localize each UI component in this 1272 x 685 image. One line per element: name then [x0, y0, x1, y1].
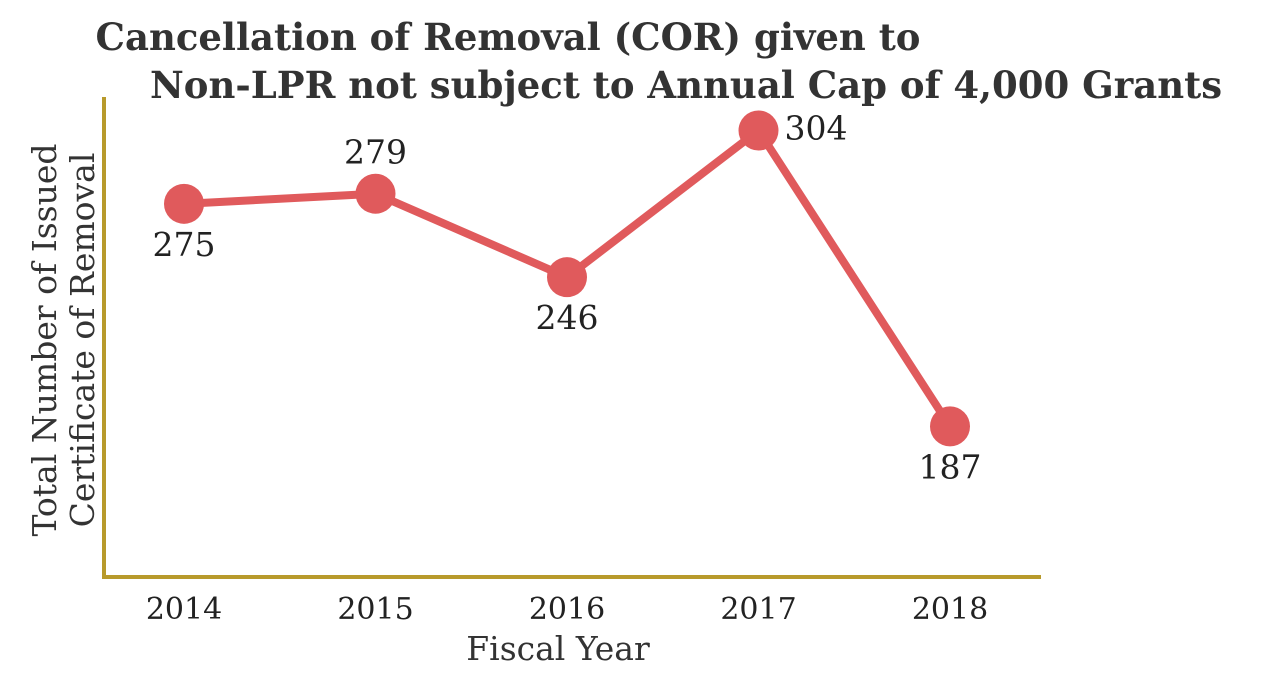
data-point-2017	[738, 110, 779, 151]
x-tick-label-2014: 2014	[146, 592, 222, 627]
chart-title-line-2: Non-LPR not subject to Annual Cap of 4,0…	[150, 63, 1222, 107]
x-tick-label-2018: 2018	[912, 592, 988, 627]
x-tick-label-2015: 2015	[337, 592, 413, 627]
y-axis-title-line-1: Total Number of Issued	[25, 143, 64, 536]
data-labels: 275 279 246 304 187	[153, 108, 982, 486]
data-label-2016: 246	[536, 298, 599, 337]
data-point-2015	[355, 173, 396, 214]
y-axis-title-line-2: Certificate of Removal	[63, 153, 102, 528]
data-point-2014	[164, 183, 204, 224]
data-label-2015: 279	[344, 133, 407, 172]
data-label-2014: 275	[153, 225, 216, 264]
data-point-2016	[547, 257, 587, 298]
chart-title-line-1: Cancellation of Removal (COR) given to	[96, 15, 921, 59]
data-point-2018	[930, 406, 970, 447]
x-tick-label-2017: 2017	[720, 592, 796, 627]
x-axis-title: Fiscal Year	[466, 629, 650, 668]
series-cor-grants	[164, 110, 970, 447]
x-tick-labels: 2014 2015 2016 2017 2018	[146, 592, 988, 627]
data-label-2018: 187	[919, 447, 982, 486]
y-axis-title: Total Number of Issued Certificate of Re…	[25, 143, 102, 536]
data-label-2017: 304	[785, 108, 848, 147]
x-tick-label-2016: 2016	[529, 592, 605, 627]
